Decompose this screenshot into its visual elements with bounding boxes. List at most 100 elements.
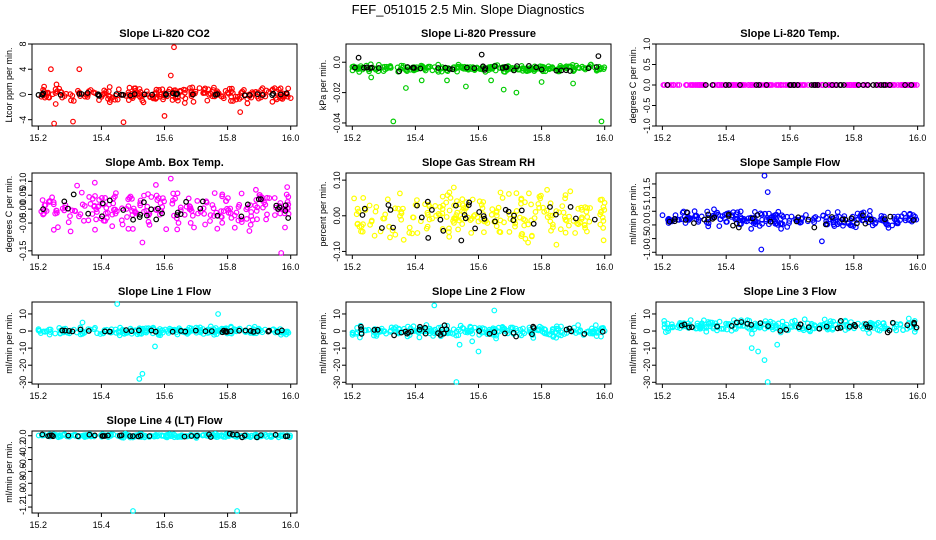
data-point bbox=[96, 197, 102, 203]
data-point-black bbox=[462, 215, 469, 222]
data-point bbox=[570, 68, 577, 74]
data-point-black bbox=[390, 224, 397, 231]
data-point bbox=[390, 118, 397, 125]
data-point bbox=[748, 225, 755, 232]
data-point bbox=[223, 198, 230, 204]
data-point bbox=[549, 212, 556, 219]
data-point bbox=[200, 432, 207, 438]
data-point bbox=[553, 208, 560, 215]
data-point bbox=[789, 324, 795, 330]
data-point-black bbox=[884, 329, 891, 336]
data-point bbox=[443, 214, 450, 220]
data-point-black bbox=[74, 433, 81, 440]
data-point bbox=[778, 225, 784, 232]
data-point-black bbox=[192, 327, 199, 334]
data-point-black bbox=[238, 213, 245, 220]
data-point-black bbox=[188, 433, 195, 439]
data-point bbox=[661, 82, 668, 88]
data-point bbox=[538, 325, 545, 331]
y-tick-label: 8 bbox=[18, 41, 28, 46]
panel-title: Slope Line 3 Flow bbox=[744, 286, 837, 298]
data-point-black bbox=[148, 206, 155, 213]
data-point bbox=[443, 199, 450, 206]
y-axis-label: Ltcor ppm per min. bbox=[4, 47, 14, 122]
data-point bbox=[387, 234, 393, 241]
data-point bbox=[262, 93, 269, 100]
data-point bbox=[772, 214, 778, 221]
data-point-black bbox=[671, 216, 678, 222]
data-point-black bbox=[148, 327, 155, 334]
data-point bbox=[676, 82, 683, 88]
data-point bbox=[116, 329, 122, 336]
data-point bbox=[191, 224, 197, 231]
data-point bbox=[167, 72, 174, 79]
data-point-black bbox=[181, 433, 188, 440]
data-point bbox=[474, 64, 480, 71]
data-point bbox=[578, 214, 585, 221]
data-point-black bbox=[418, 214, 425, 221]
data-point bbox=[60, 326, 67, 333]
data-point bbox=[582, 66, 589, 73]
data-point bbox=[213, 331, 220, 338]
data-point-black bbox=[282, 202, 289, 209]
data-point bbox=[716, 223, 723, 230]
data-point-black bbox=[416, 326, 423, 333]
x-tick-label: 15.6 bbox=[156, 133, 174, 143]
data-point-black bbox=[199, 198, 206, 205]
data-point bbox=[682, 220, 689, 226]
data-point bbox=[819, 238, 825, 245]
data-point bbox=[196, 85, 203, 91]
x-tick-label: 16.0 bbox=[596, 262, 614, 272]
data-point bbox=[159, 195, 166, 202]
data-point bbox=[493, 223, 500, 230]
data-point bbox=[902, 217, 909, 224]
y-tick-label: -0.4 bbox=[18, 452, 28, 468]
data-point bbox=[238, 190, 245, 197]
data-point bbox=[425, 211, 431, 218]
data-point bbox=[526, 190, 532, 197]
x-tick-label: 15.4 bbox=[93, 133, 111, 143]
data-point-black bbox=[269, 92, 276, 98]
data-point bbox=[480, 199, 487, 205]
data-point-black bbox=[443, 326, 450, 333]
data-point-black bbox=[429, 206, 435, 213]
data-point-black bbox=[116, 432, 123, 439]
data-point bbox=[848, 82, 855, 88]
y-tick-label: 0 bbox=[332, 329, 342, 334]
y-tick-label: -20 bbox=[332, 359, 342, 372]
data-point bbox=[46, 198, 52, 205]
data-point-black bbox=[206, 431, 213, 438]
data-point bbox=[885, 224, 892, 231]
data-point bbox=[544, 186, 550, 193]
data-point bbox=[91, 203, 97, 210]
data-point-black bbox=[410, 64, 416, 71]
data-point-black bbox=[159, 210, 166, 217]
data-point bbox=[557, 226, 564, 233]
data-point-black bbox=[155, 205, 161, 212]
data-point bbox=[167, 175, 174, 182]
data-point bbox=[74, 182, 80, 189]
data-point-black bbox=[794, 82, 801, 88]
y-axis-label: ml/min per min. bbox=[4, 312, 14, 374]
data-point bbox=[739, 217, 746, 224]
data-point bbox=[231, 212, 238, 219]
data-point bbox=[148, 194, 155, 200]
data-point bbox=[547, 200, 554, 207]
data-point bbox=[536, 204, 543, 211]
data-point-black bbox=[783, 326, 790, 333]
data-point-black bbox=[140, 199, 147, 206]
y-tick-label: -0.8 bbox=[18, 476, 28, 492]
data-point bbox=[234, 508, 241, 514]
data-point bbox=[553, 325, 560, 332]
data-point-black bbox=[476, 328, 483, 334]
data-point bbox=[517, 214, 523, 221]
data-point bbox=[145, 218, 152, 225]
data-point bbox=[159, 86, 166, 93]
data-point bbox=[282, 224, 288, 231]
data-point bbox=[350, 63, 357, 70]
x-tick-label: 15.6 bbox=[470, 133, 488, 143]
data-point bbox=[584, 228, 590, 235]
data-point-black bbox=[387, 206, 394, 213]
data-point bbox=[447, 194, 454, 201]
data-point bbox=[52, 330, 59, 337]
